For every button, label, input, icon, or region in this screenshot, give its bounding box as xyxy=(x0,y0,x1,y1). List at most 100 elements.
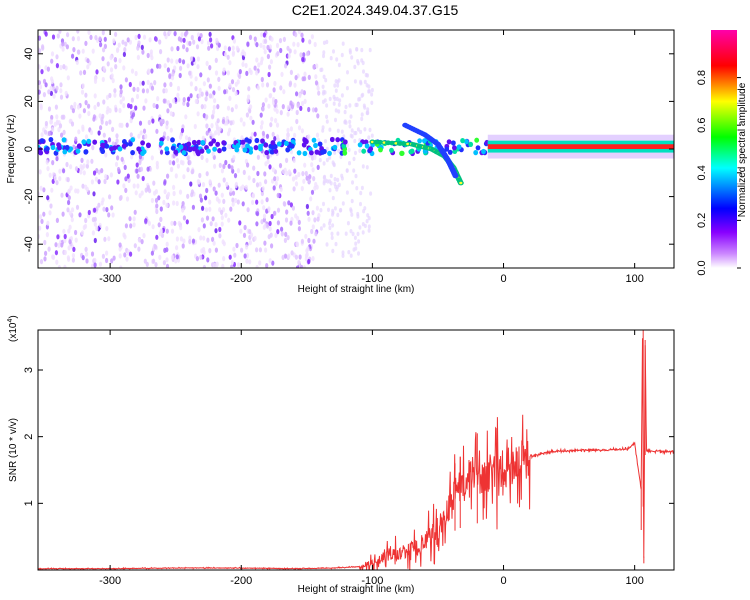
noise-speck xyxy=(81,255,85,261)
noise-speck xyxy=(328,127,332,132)
noise-speck xyxy=(327,207,330,212)
noise-speck xyxy=(85,251,89,257)
noise-speck xyxy=(259,60,263,66)
noise-speck xyxy=(114,107,118,113)
band-blob xyxy=(45,146,50,152)
noise-speck xyxy=(126,173,130,179)
noise-speck xyxy=(216,104,220,110)
noise-speck xyxy=(335,57,339,62)
noise-speck xyxy=(150,197,154,204)
noise-speck xyxy=(141,175,145,182)
noise-speck xyxy=(134,190,138,196)
noise-speck xyxy=(235,242,239,249)
noise-speck xyxy=(351,180,354,185)
noise-speck xyxy=(119,89,123,95)
noise-speck xyxy=(124,187,128,193)
noise-speck xyxy=(273,136,277,142)
noise-speck xyxy=(350,134,354,139)
noise-speck xyxy=(325,119,329,124)
noise-speck xyxy=(310,34,314,40)
band-blob xyxy=(121,143,127,149)
noise-speck xyxy=(209,221,213,227)
noise-speck xyxy=(133,209,137,215)
noise-speck xyxy=(280,231,284,237)
noise-speck xyxy=(328,96,332,102)
band-blob xyxy=(100,148,106,154)
noise-speck xyxy=(62,64,66,70)
noise-speck xyxy=(312,64,316,70)
noise-speck xyxy=(110,73,114,79)
noise-speck xyxy=(85,258,89,264)
noise-speck xyxy=(71,53,75,59)
band-blob xyxy=(364,143,370,149)
noise-speck xyxy=(205,157,209,163)
noise-speck xyxy=(259,124,263,130)
noise-speck xyxy=(287,200,291,206)
noise-speck xyxy=(316,113,320,119)
noise-speck xyxy=(141,80,145,86)
noise-speck xyxy=(361,92,365,98)
noise-speck xyxy=(93,93,97,99)
noise-speck xyxy=(63,264,67,268)
noise-speck xyxy=(109,55,113,61)
noise-speck xyxy=(200,104,204,110)
noise-speck xyxy=(305,203,309,210)
noise-speck xyxy=(315,184,319,190)
noise-speck xyxy=(176,163,180,169)
noise-speck xyxy=(336,128,340,133)
noise-speck xyxy=(238,73,242,79)
track-core xyxy=(406,142,410,146)
noise-speck xyxy=(311,224,315,230)
noise-speck xyxy=(101,56,105,62)
noise-speck xyxy=(307,179,311,185)
noise-speck xyxy=(204,207,209,213)
noise-speck xyxy=(306,246,310,252)
noise-speck xyxy=(303,98,307,104)
noise-speck xyxy=(295,109,299,116)
noise-speck xyxy=(200,91,204,97)
noise-speck xyxy=(174,173,178,179)
x-tick-label: 0 xyxy=(500,575,506,587)
noise-speck xyxy=(290,250,294,256)
band-blob xyxy=(285,147,291,153)
noise-speck xyxy=(285,136,290,142)
noise-speck xyxy=(208,206,212,212)
noise-speck xyxy=(51,254,55,260)
noise-speck xyxy=(355,47,359,52)
noise-speck xyxy=(264,38,268,44)
band-blob xyxy=(136,146,142,152)
noise-speck xyxy=(346,221,350,226)
noise-speck xyxy=(355,186,359,191)
noise-speck xyxy=(152,102,156,109)
noise-speck xyxy=(360,112,364,117)
noise-speck xyxy=(245,258,249,264)
band-blob xyxy=(258,146,263,152)
noise-speck xyxy=(60,192,64,198)
noise-speck xyxy=(334,88,338,93)
noise-speck xyxy=(186,101,190,108)
noise-speck xyxy=(319,226,323,231)
noise-speck xyxy=(155,164,159,170)
noise-speck xyxy=(269,122,273,128)
noise-speck xyxy=(57,265,61,268)
noise-speck xyxy=(185,219,189,225)
noise-speck xyxy=(333,150,337,155)
noise-speck xyxy=(300,185,304,192)
noise-speck xyxy=(260,32,264,38)
noise-speck xyxy=(226,131,231,137)
band-blob xyxy=(254,137,260,144)
noise-speck xyxy=(220,221,224,227)
noise-speck xyxy=(291,176,296,182)
noise-speck xyxy=(168,30,172,35)
noise-speck xyxy=(55,259,59,265)
noise-speck xyxy=(72,246,76,252)
band-blob xyxy=(363,139,369,145)
noise-speck xyxy=(208,93,212,99)
noise-speck xyxy=(103,236,107,242)
noise-speck xyxy=(322,40,326,45)
noise-speck xyxy=(100,168,104,174)
noise-speck xyxy=(360,116,364,122)
noise-speck xyxy=(136,86,140,93)
noise-speck xyxy=(194,98,198,104)
noise-speck xyxy=(214,57,218,64)
